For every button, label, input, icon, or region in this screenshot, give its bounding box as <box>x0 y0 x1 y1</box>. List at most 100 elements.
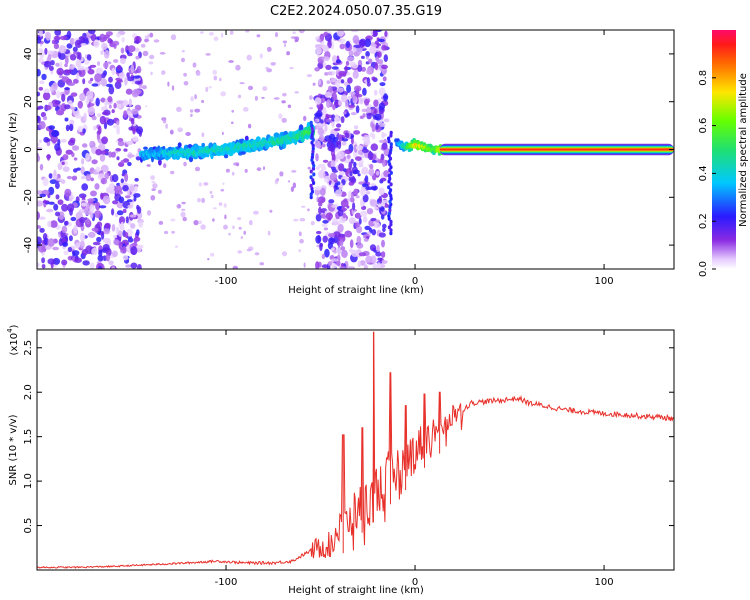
noise-cell <box>299 238 304 244</box>
heatmap-marks <box>37 30 674 269</box>
noise-cell <box>331 204 338 208</box>
noise-cell <box>336 123 342 128</box>
noise-cell <box>37 106 41 111</box>
noise-cell <box>318 206 322 215</box>
noise-cell <box>358 217 362 225</box>
noise-cell <box>332 55 338 63</box>
noise-cell <box>362 194 369 203</box>
noise-cell <box>378 102 386 111</box>
noise-cell <box>240 236 243 239</box>
noise-cell <box>142 50 149 57</box>
noise-cell <box>244 168 248 173</box>
edge-cell <box>309 169 313 174</box>
noise-cell <box>337 156 343 160</box>
noise-cell <box>331 66 339 70</box>
noise-cell <box>133 40 140 44</box>
noise-cell <box>381 64 388 70</box>
noise-cell <box>108 85 115 95</box>
noise-cell <box>299 217 306 222</box>
noise-cell <box>87 106 96 116</box>
noise-cell <box>324 124 328 132</box>
noise-cell <box>120 221 125 230</box>
noise-cell <box>133 70 139 74</box>
noise-cell <box>103 122 108 130</box>
noise-cell <box>42 177 49 187</box>
colorbar-tick-label: 0.8 <box>698 70 709 86</box>
noise-cell <box>323 31 328 36</box>
noise-cell <box>85 67 89 72</box>
noise-cell <box>130 246 138 256</box>
noise-cell <box>355 195 360 199</box>
noise-cell <box>110 151 116 158</box>
ridge-cell <box>240 151 246 155</box>
noise-cell <box>82 78 86 85</box>
noise-cell <box>39 216 46 220</box>
noise-cell <box>259 262 265 266</box>
noise-cell <box>231 171 235 176</box>
noise-cell <box>112 124 120 129</box>
noise-cell <box>367 151 374 161</box>
noise-cell <box>315 166 320 171</box>
noise-cell <box>318 134 325 142</box>
noise-cell <box>303 115 307 121</box>
noise-cell <box>294 91 299 94</box>
heatmap-axes: -100 0 100 -40 -20 0 20 40 <box>23 30 674 287</box>
noise-cell <box>266 46 272 52</box>
noise-cell <box>45 31 52 41</box>
noise-cell <box>208 86 212 89</box>
ridge-cell <box>201 142 205 148</box>
noise-cell <box>81 158 85 165</box>
noise-cell <box>100 164 109 173</box>
noise-cell <box>104 222 111 229</box>
noise-cell <box>338 163 345 172</box>
noise-cell <box>41 61 45 65</box>
noise-cell <box>81 175 86 180</box>
noise-cell <box>200 31 204 34</box>
colorbar-gradient <box>712 30 736 269</box>
noise-cell <box>320 94 325 99</box>
noise-cell <box>345 40 351 49</box>
edge-cell <box>309 175 313 180</box>
noise-cell <box>189 109 194 113</box>
noise-cell <box>357 173 361 177</box>
noise-cell <box>101 111 109 116</box>
noise-cell <box>123 148 128 152</box>
noise-cell <box>91 227 99 232</box>
noise-cell <box>81 202 87 207</box>
noise-cell <box>330 258 339 262</box>
noise-cell <box>61 93 66 102</box>
noise-cell <box>335 221 339 226</box>
noise-cell <box>107 96 113 103</box>
noise-cell <box>336 30 345 37</box>
noise-cell <box>87 103 95 107</box>
noise-cell <box>39 163 44 171</box>
noise-cell <box>321 45 330 52</box>
noise-cell <box>68 235 73 242</box>
noise-cell <box>127 161 132 167</box>
noise-cell <box>132 127 136 135</box>
noise-cell <box>100 78 107 87</box>
noise-cell <box>347 96 352 101</box>
noise-cell <box>180 211 186 218</box>
noise-cell <box>134 177 139 182</box>
noise-cell <box>66 43 73 49</box>
noise-cell <box>334 128 341 132</box>
noise-cell <box>370 143 379 151</box>
noise-cell <box>247 85 254 91</box>
noise-cell <box>365 56 369 60</box>
noise-cell <box>88 30 96 34</box>
noise-cell <box>344 132 350 139</box>
noise-cell <box>322 235 328 243</box>
noise-cell <box>337 209 344 217</box>
noise-cell <box>37 243 46 253</box>
noise-cell <box>113 59 119 63</box>
edge-cell <box>389 142 393 147</box>
edge-cell <box>389 170 393 175</box>
noise-cell <box>317 62 324 70</box>
noise-cell <box>383 54 388 62</box>
noise-cell <box>318 79 322 86</box>
noise-cell <box>61 161 65 165</box>
noise-cell <box>69 64 75 70</box>
noise-cell <box>38 57 44 63</box>
noise-cell <box>80 43 87 47</box>
